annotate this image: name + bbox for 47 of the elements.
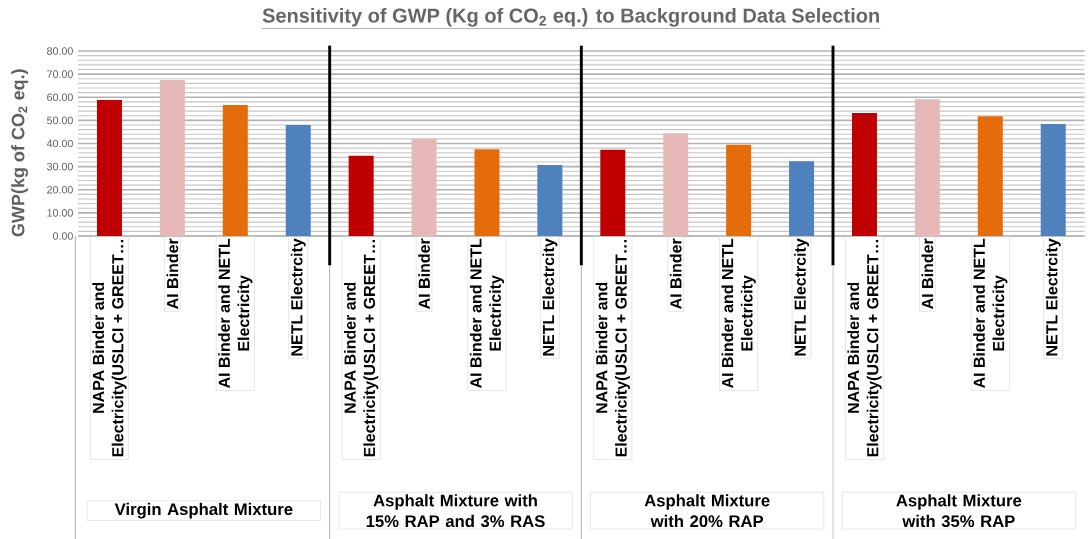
x-tick-label: AI Binder and NETL Electricity bbox=[469, 238, 505, 389]
x-tick-label: NAPA Binder and Electricity(USLCI + GREET… bbox=[92, 240, 127, 457]
x-tick-label: AI Binder bbox=[418, 238, 430, 309]
x-tick-label: AI Binder bbox=[921, 238, 934, 309]
x-tick-label: NETL Electrcity bbox=[290, 238, 306, 356]
x-tick-label: NETL Electrcity bbox=[794, 238, 809, 356]
bar bbox=[851, 112, 877, 236]
y-tick-label: 70.00 bbox=[47, 70, 73, 78]
y-tick-label: 0.00 bbox=[52, 232, 73, 240]
y-axis-title: GWP(kg of CO$_{2}$ eq.) bbox=[11, 69, 29, 237]
bar bbox=[96, 100, 122, 236]
y-tick-label: 50.00 bbox=[47, 116, 73, 125]
y-tick-label: 40.00 bbox=[46, 139, 73, 148]
x-tick-label: AI Binder bbox=[669, 238, 682, 309]
text: Asphalt Mixture with 35% RAP bbox=[896, 494, 1022, 528]
x-tick-label: AI Binder bbox=[166, 238, 179, 309]
bar bbox=[285, 125, 311, 236]
text: Virgin Asphalt Mixture bbox=[114, 502, 293, 519]
x-tick-label: NAPA Binder and Electricity(USLCI + GREET… bbox=[344, 240, 379, 457]
x-tick-label: NETL Electrcity bbox=[1045, 238, 1061, 356]
bar bbox=[411, 139, 437, 236]
x-tick-label: NETL Electrcity bbox=[542, 238, 558, 356]
bar bbox=[222, 105, 248, 236]
text: Asphalt Mixture with 20% RAP bbox=[644, 494, 770, 528]
x-tick-label: AI Binder and NETL Electricity bbox=[721, 238, 756, 389]
bar bbox=[789, 161, 815, 236]
bar bbox=[726, 144, 752, 236]
bar bbox=[977, 116, 1003, 236]
y-tick-label: 80.00 bbox=[47, 47, 73, 55]
x-tick-label: AI Binder and NETL Electricity bbox=[218, 238, 253, 389]
chart-title: Sensitivity of GWP (Kg of CO$_{2}$ eq.) to Background Data Selection bbox=[262, 7, 879, 27]
y-tick-label: 30.00 bbox=[47, 162, 73, 171]
x-tick-label: AI Binder and NETL Electricity bbox=[973, 238, 1008, 389]
x-tick-label: NAPA Binder and Electricity(USLCI + GREET… bbox=[595, 240, 630, 457]
bar bbox=[474, 149, 500, 236]
bar bbox=[159, 79, 185, 236]
bar bbox=[914, 99, 940, 236]
bar bbox=[600, 149, 626, 236]
bar bbox=[537, 165, 563, 236]
text: Asphalt Mixture with 15% RAP and 3% RAS bbox=[366, 494, 545, 528]
y-tick-label: 10.00 bbox=[47, 209, 73, 217]
y-tick-label: 20.00 bbox=[47, 185, 73, 194]
bar bbox=[663, 133, 689, 236]
y-tick-label: 60.00 bbox=[47, 93, 73, 102]
bar bbox=[348, 155, 374, 236]
bar bbox=[1040, 124, 1066, 236]
x-tick-label: NAPA Binder and Electricity(USLCI + GREET… bbox=[847, 240, 882, 457]
